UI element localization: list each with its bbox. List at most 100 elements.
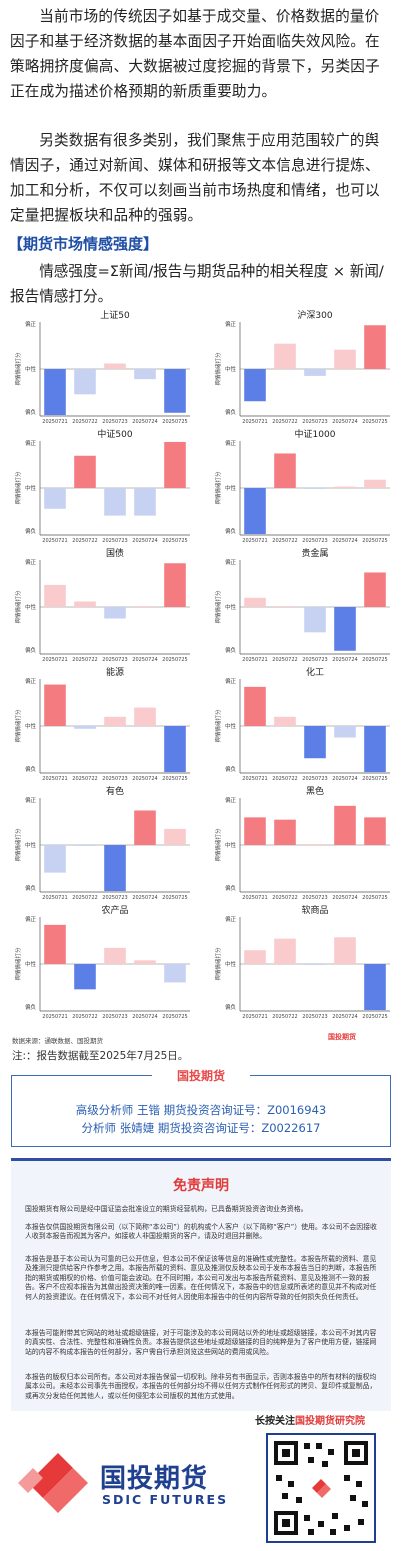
y-tick-label: 中性 (25, 603, 37, 611)
y-tick-label: 偏负 (25, 765, 37, 773)
x-tick-label: 20250722 (272, 538, 297, 544)
bar (334, 486, 356, 488)
bar (304, 964, 326, 965)
x-tick-label: 20250724 (332, 538, 357, 544)
bar (74, 726, 96, 729)
analyst-box: 国投期货 高级分析师 王锴 期货投资咨询证号：Z0016943 分析师 张婧婕 … (11, 1067, 391, 1147)
y-tick-label: 偏正 (25, 796, 37, 804)
bar (104, 947, 126, 964)
y-axis-label: 舆情情绪打分 (214, 352, 222, 386)
bar (364, 726, 386, 773)
y-tick-label: 中性 (225, 603, 237, 611)
y-tick-label: 偏负 (25, 408, 37, 416)
follow-prefix: 长按关注 (255, 1416, 295, 1427)
y-axis-label: 舆情情绪打分 (214, 590, 222, 624)
x-tick-label: 20250722 (272, 776, 297, 782)
bar (244, 950, 266, 964)
bar (274, 938, 296, 964)
bar (74, 845, 96, 846)
x-tick-label: 20250721 (242, 538, 267, 544)
y-axis-label: 舆情情绪打分 (14, 709, 22, 743)
y-tick-label: 中性 (225, 722, 237, 730)
section-heading: 【期货市场情感强度】 (8, 235, 159, 253)
bar (244, 817, 266, 845)
x-tick-label: 20250724 (332, 895, 357, 901)
bar (334, 937, 356, 964)
x-tick-label: 20250721 (42, 419, 67, 425)
bar (304, 488, 326, 489)
bar (134, 369, 156, 380)
bar (134, 488, 156, 516)
disclaimer-p3: 本报告是基于本公司认为可靠的已公开信息，但本公司不保证该等信息的准确性或完整性。… (25, 1255, 377, 1301)
bar (134, 707, 156, 726)
x-tick-label: 20250722 (72, 895, 97, 901)
x-tick-label: 20250721 (42, 895, 67, 901)
intro-paragraph-1: 当前市场的传统因子如基于成交量、价格数据的量价因子和基于经济数据的基本面因子开始… (10, 8, 380, 100)
y-tick-label: 偏正 (25, 677, 37, 685)
x-tick-label: 20250725 (162, 657, 187, 663)
bar (274, 716, 296, 726)
bar (364, 964, 386, 1011)
bar (334, 805, 356, 845)
y-tick-label: 偏正 (25, 558, 37, 566)
x-tick-label: 20250725 (362, 657, 387, 663)
bar (334, 349, 356, 369)
y-axis-label: 舆情情绪打分 (214, 709, 222, 743)
x-tick-label: 20250722 (272, 895, 297, 901)
y-axis-label: 舆情情绪打分 (214, 947, 222, 981)
x-tick-label: 20250723 (302, 419, 327, 425)
x-tick-label: 20250722 (72, 1014, 97, 1020)
intro-paragraph-2: 另类数据有很多类别，我们聚焦于应用范围较广的舆情因子，通过对新闻、媒体和研报等文… (10, 132, 380, 224)
y-tick-label: 偏负 (225, 884, 237, 892)
bar (44, 488, 66, 509)
x-tick-label: 20250723 (102, 895, 127, 901)
x-tick-label: 20250721 (42, 1014, 67, 1020)
x-tick-label: 20250724 (332, 657, 357, 663)
y-tick-label: 中性 (25, 484, 37, 492)
y-tick-label: 偏正 (25, 439, 37, 447)
x-tick-label: 20250725 (162, 1014, 187, 1020)
y-axis-label: 舆情情绪打分 (14, 352, 22, 386)
x-tick-label: 20250724 (132, 776, 157, 782)
disclaimer-p5: 本报告的版权归本公司所有。本公司对本报告保留一切权利。除非另有书面显示，否则本报… (25, 1373, 377, 1400)
x-tick-label: 20250725 (362, 1014, 387, 1020)
y-tick-label: 偏正 (225, 320, 237, 328)
x-tick-label: 20250724 (332, 1014, 357, 1020)
disclaimer-p4: 本报告可能附带其它网站的地址或超级链接，对于可能涉及的本公司网站以外的地址或超级… (25, 1329, 377, 1356)
bar (164, 726, 186, 773)
x-tick-label: 20250722 (72, 538, 97, 544)
chart-title: 贵金属 (301, 547, 328, 559)
x-tick-label: 20250723 (102, 419, 127, 425)
footer: 长按关注国投期货研究院 国投期货 SDIC FUTURES (0, 1408, 402, 1551)
x-tick-label: 20250722 (72, 657, 97, 663)
brand-logo-icon (18, 1453, 88, 1513)
y-tick-label: 偏负 (25, 527, 37, 535)
x-tick-label: 20250724 (132, 657, 157, 663)
y-axis-label: 舆情情绪打分 (14, 590, 22, 624)
x-tick-label: 20250723 (102, 657, 127, 663)
x-tick-label: 20250724 (132, 538, 157, 544)
chart-title: 化工 (306, 666, 324, 678)
x-tick-label: 20250721 (242, 657, 267, 663)
x-tick-label: 20250725 (362, 776, 387, 782)
x-tick-label: 20250722 (272, 419, 297, 425)
bar (244, 488, 266, 535)
bar (274, 606, 296, 607)
chart-title: 上证50 (100, 310, 130, 321)
y-axis-label: 舆情情绪打分 (14, 828, 22, 862)
bar (244, 369, 266, 402)
y-tick-label: 偏正 (225, 677, 237, 685)
bar (44, 369, 66, 416)
qr-code-icon[interactable] (266, 1433, 376, 1543)
y-tick-label: 中性 (225, 365, 237, 373)
y-tick-label: 偏正 (225, 439, 237, 447)
disclaimer-p1: 国投期货有限公司是经中国证监会批准设立的期货经营机构，已具备期货投资咨询业务资格… (25, 1205, 308, 1213)
